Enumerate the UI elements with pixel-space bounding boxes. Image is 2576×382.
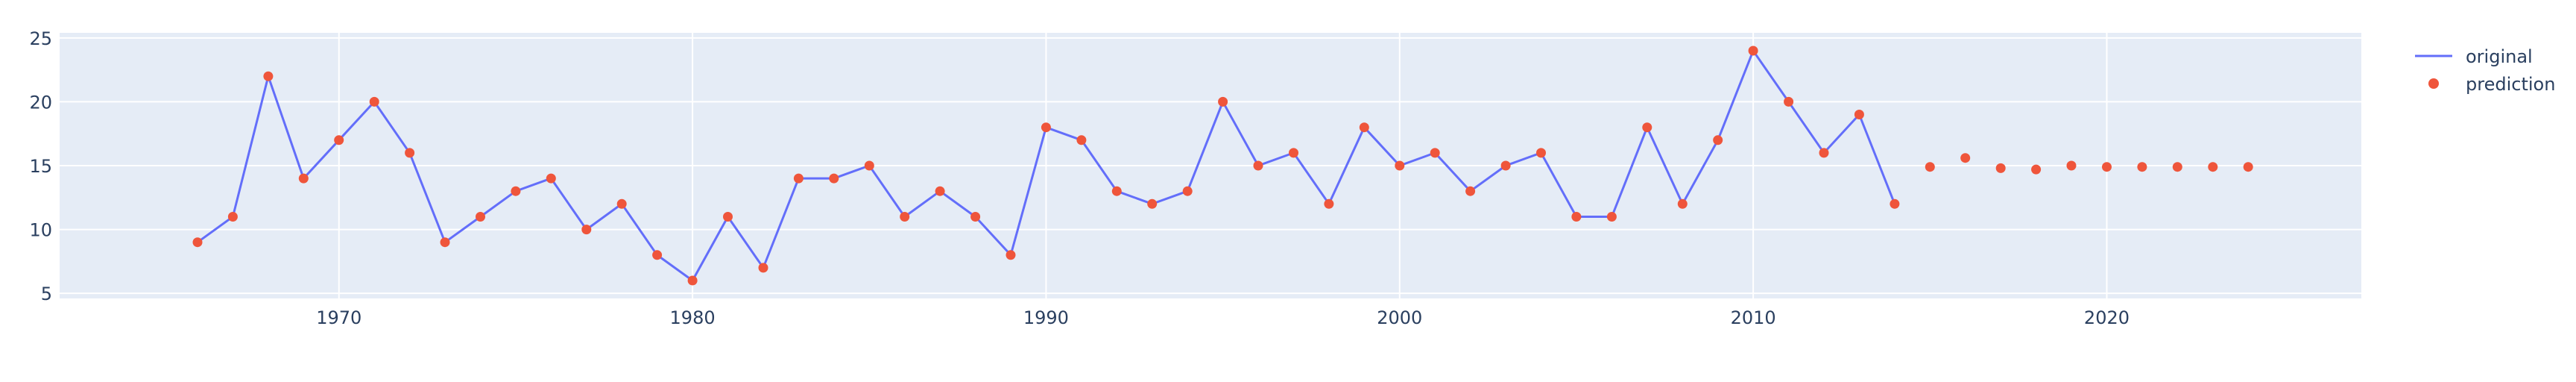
- legend-marker-symbol: [2428, 78, 2439, 89]
- prediction-point: [1500, 160, 1511, 171]
- prediction-point: [1960, 153, 1971, 163]
- prediction-point: [1359, 122, 1369, 133]
- prediction-point: [687, 275, 698, 286]
- prediction-markers: [192, 46, 2253, 286]
- prediction-point: [2102, 162, 2112, 172]
- legend-item-original[interactable]: original: [2415, 46, 2533, 67]
- prediction-point: [1819, 148, 1829, 158]
- legend-item-prediction[interactable]: prediction: [2428, 74, 2555, 95]
- prediction-point: [2066, 160, 2077, 171]
- prediction-point: [1642, 122, 1652, 133]
- prediction-point: [192, 237, 203, 248]
- prediction-point: [1253, 160, 1263, 171]
- prediction-point: [900, 212, 910, 222]
- prediction-point: [616, 198, 627, 209]
- y-tick-label: 5: [41, 284, 52, 304]
- prediction-point: [1147, 198, 1158, 209]
- prediction-point: [2243, 162, 2253, 172]
- y-gridlines: [60, 37, 2361, 295]
- prediction-point: [1890, 198, 1900, 209]
- prediction-point: [546, 173, 556, 184]
- prediction-point: [1111, 186, 1122, 196]
- prediction-point: [369, 96, 379, 107]
- legend-label-prediction: prediction: [2466, 74, 2555, 95]
- prediction-point: [935, 186, 945, 196]
- prediction-point: [1536, 148, 1546, 158]
- x-axis-tick-labels: 1970 1980 1990 2000 2010 2020: [316, 307, 2130, 328]
- prediction-point: [1182, 186, 1193, 196]
- prediction-point: [1465, 186, 1476, 196]
- legend: original prediction: [2415, 46, 2555, 95]
- prediction-point: [1006, 250, 1016, 260]
- prediction-point: [1041, 122, 1051, 133]
- prediction-point: [440, 237, 450, 248]
- prediction-point: [1925, 162, 1935, 172]
- prediction-point: [1324, 198, 1334, 209]
- prediction-point: [723, 212, 733, 222]
- prediction-point: [758, 263, 768, 273]
- prediction-point: [1289, 148, 1298, 158]
- prediction-point: [476, 212, 485, 222]
- prediction-point: [1606, 212, 1617, 222]
- x-tick-label: 2000: [1377, 307, 1422, 328]
- prediction-point: [1748, 46, 1758, 56]
- prediction-point: [970, 212, 981, 222]
- x-tick-label: 1970: [316, 307, 362, 328]
- prediction-point: [405, 148, 415, 158]
- prediction-point: [793, 173, 804, 184]
- prediction-point: [1713, 135, 1723, 145]
- prediction-point: [334, 135, 344, 145]
- prediction-point: [2137, 162, 2147, 172]
- prediction-point: [1995, 163, 2006, 173]
- prediction-point: [298, 173, 309, 184]
- prediction-point: [2172, 162, 2182, 172]
- prediction-point: [263, 71, 274, 81]
- prediction-point: [652, 250, 663, 260]
- y-tick-label: 20: [29, 92, 52, 113]
- prediction-point: [227, 212, 238, 222]
- x-tick-label: 1990: [1023, 307, 1069, 328]
- x-tick-label: 2020: [2084, 307, 2130, 328]
- prediction-point: [1784, 96, 1794, 107]
- x-tick-label: 1980: [670, 307, 716, 328]
- prediction-point: [1395, 160, 1405, 171]
- prediction-point: [2208, 162, 2218, 172]
- prediction-point: [1571, 212, 1582, 222]
- prediction-point: [829, 173, 839, 184]
- y-tick-label: 25: [29, 28, 52, 49]
- prediction-point: [2031, 164, 2042, 175]
- prediction-point: [1076, 135, 1087, 145]
- y-axis-tick-labels: 5 10 15 20 25: [29, 28, 52, 304]
- prediction-point: [864, 160, 874, 171]
- prediction-point: [511, 186, 521, 196]
- prediction-point: [1677, 198, 1688, 209]
- prediction-point: [1218, 96, 1228, 107]
- x-tick-label: 2010: [1731, 307, 1776, 328]
- prediction-point: [581, 225, 592, 235]
- legend-label-original: original: [2466, 46, 2533, 67]
- y-tick-label: 15: [29, 156, 52, 177]
- prediction-point: [1854, 110, 1864, 119]
- y-tick-label: 10: [29, 220, 52, 241]
- prediction-point: [1430, 148, 1440, 158]
